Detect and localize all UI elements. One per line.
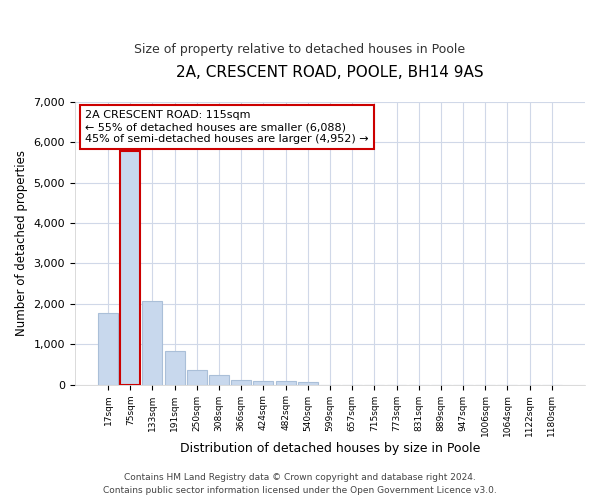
Bar [98, 312, 118, 384]
Bar [231, 380, 251, 384]
Y-axis label: Number of detached properties: Number of detached properties [15, 150, 28, 336]
X-axis label: Distribution of detached houses by size in Poole: Distribution of detached houses by size … [180, 442, 480, 455]
Bar [275, 381, 296, 384]
Bar [187, 370, 207, 384]
Bar [142, 302, 163, 384]
Title: 2A, CRESCENT ROAD, POOLE, BH14 9AS: 2A, CRESCENT ROAD, POOLE, BH14 9AS [176, 65, 484, 80]
Bar [209, 376, 229, 384]
Bar [120, 152, 140, 384]
Text: 2A CRESCENT ROAD: 115sqm
← 55% of detached houses are smaller (6,088)
45% of sem: 2A CRESCENT ROAD: 115sqm ← 55% of detach… [85, 110, 369, 144]
Bar [164, 351, 185, 384]
Text: Size of property relative to detached houses in Poole: Size of property relative to detached ho… [134, 42, 466, 56]
Bar [253, 381, 274, 384]
Text: Contains HM Land Registry data © Crown copyright and database right 2024.
Contai: Contains HM Land Registry data © Crown c… [103, 474, 497, 495]
Bar [298, 382, 318, 384]
